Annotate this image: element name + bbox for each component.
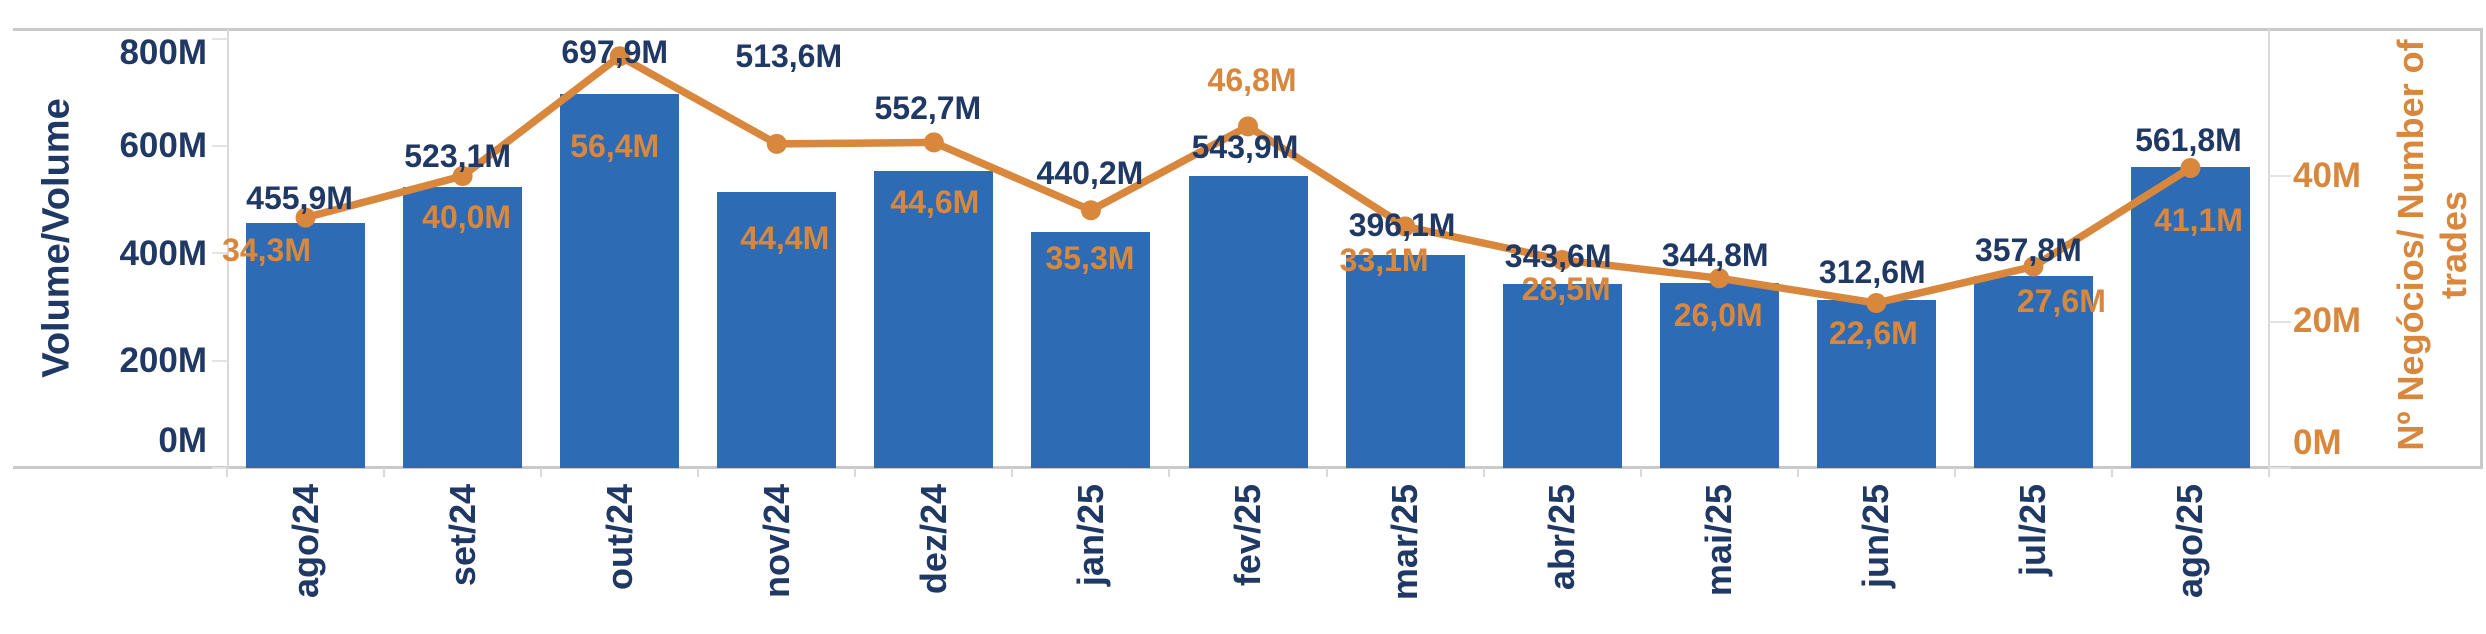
- trades-marker-nov/24: [766, 133, 787, 154]
- category-axis-tick: [1011, 468, 1014, 477]
- left-axis-tick: [212, 252, 227, 255]
- trades-data-label: 26,0M: [1673, 297, 1763, 333]
- left-axis-tick: [212, 37, 227, 40]
- volume-bar-fev/25: [1188, 176, 1308, 468]
- volume-data-label: 523,1M: [404, 138, 511, 174]
- trades-data-label: 46,8M: [1207, 62, 1297, 98]
- volume-bar-jul/25: [1973, 276, 2093, 468]
- trades-data-label: 44,4M: [740, 220, 830, 256]
- category-axis-tick: [2110, 468, 2113, 477]
- category-label-text: fev/25: [1227, 484, 1268, 587]
- category-label-text: abr/25: [1541, 484, 1583, 591]
- category-label-text: jun/25: [1855, 484, 1897, 589]
- category-axis-tick: [1168, 468, 1171, 477]
- trades-data-label: 44,6M: [890, 184, 980, 220]
- category-axis-tick: [854, 468, 857, 477]
- right-axis-title: Nº Negócios/ Number of trades: [2389, 39, 2475, 450]
- right-axis-tick-label: 20M: [2293, 301, 2362, 340]
- trades-data-label: 56,4M: [570, 128, 660, 164]
- category-label-out/24: out/24: [598, 484, 640, 634]
- category-label-text: mar/25: [1384, 484, 1426, 601]
- category-label-text: nov/24: [755, 484, 797, 599]
- volume-data-label: 440,2M: [1036, 155, 1144, 191]
- category-label-nov/24: nov/24: [755, 484, 797, 634]
- category-label-jan/25: jan/25: [1069, 484, 1111, 634]
- category-axis-tick: [2268, 468, 2270, 477]
- trades-data-label: 34,3M: [222, 232, 311, 268]
- plot-area-left-border: [227, 29, 229, 468]
- volume-data-label: 312,6M: [1818, 254, 1926, 290]
- volume-data-label: 343,6M: [1504, 238, 1612, 274]
- trades-data-label: 33,1M: [1339, 242, 1429, 278]
- volume-data-label: 357,8M: [1975, 232, 2082, 268]
- category-label-ago/25: ago/25: [2169, 484, 2211, 634]
- category-label-fev/25: fev/25: [1227, 484, 1268, 634]
- right-axis-tick: [2269, 175, 2291, 177]
- left-axis-tick: [212, 467, 227, 469]
- trades-data-label: 27,6M: [2016, 283, 2106, 319]
- category-label-set/24: set/24: [441, 484, 483, 634]
- category-label-text: ago/25: [2169, 484, 2211, 599]
- category-axis-tick: [697, 468, 700, 477]
- category-label-text: mai/25: [1698, 484, 1740, 597]
- left-axis-tick: [212, 145, 227, 148]
- left-axis-tick-label: 600M: [119, 126, 207, 165]
- volume-data-label: 552,7M: [874, 90, 982, 126]
- category-axis-tick: [1325, 468, 1328, 477]
- trades-data-label: 40,0M: [422, 199, 512, 235]
- volume-data-label: 697,9M: [561, 34, 669, 70]
- left-axis-tick: [212, 359, 227, 362]
- category-axis-tick: [226, 468, 228, 477]
- right-axis-tick-label: 40M: [2293, 156, 2362, 195]
- category-label-text: jan/25: [1069, 484, 1111, 587]
- chart-border-right: [2480, 28, 2483, 469]
- category-label-jun/25: jun/25: [1855, 484, 1897, 634]
- category-axis-tick: [540, 468, 543, 477]
- volume-data-label: 513,6M: [735, 38, 843, 74]
- left-axis-tick-label: 800M: [119, 33, 207, 72]
- category-label-mar/25: mar/25: [1384, 484, 1426, 634]
- volume-bar-mar/25: [1345, 255, 1465, 468]
- volume-data-label: 543,9M: [1191, 129, 1299, 165]
- trades-data-label: 22,6M: [1828, 315, 1918, 351]
- left-axis-tick-label: 400M: [119, 233, 207, 273]
- category-label-ago/24: ago/24: [284, 484, 326, 634]
- category-axis-tick: [1953, 468, 1956, 477]
- trades-data-label: 41,1M: [2153, 202, 2243, 238]
- right-axis-tick: [2269, 467, 2291, 469]
- category-label-mai/25: mai/25: [1698, 484, 1740, 634]
- category-axis-tick: [1482, 468, 1485, 477]
- category-axis-tick: [1639, 468, 1642, 477]
- category-label-text: set/24: [441, 484, 483, 587]
- chart-border-top: [13, 28, 2483, 31]
- volume-data-label: 344,8M: [1661, 237, 1769, 273]
- category-axis-tick: [1796, 468, 1799, 477]
- trades-marker-dez/24: [923, 132, 944, 153]
- volume-data-label: 561,8M: [2135, 122, 2242, 158]
- left-axis-tick-label: 200M: [119, 341, 207, 380]
- category-label-text: dez/24: [912, 484, 954, 595]
- volume-bar-jun/25: [1816, 300, 1936, 468]
- volume-data-label: 396,1M: [1348, 207, 1456, 243]
- left-axis-tick-label: 0M: [158, 421, 207, 460]
- category-label-text: out/24: [598, 484, 640, 591]
- right-axis-tick: [2269, 321, 2291, 323]
- trades-data-label: 28,5M: [1521, 271, 1611, 307]
- right-axis-title-line1: Nº Negócios/ Number of: [2390, 39, 2431, 451]
- category-label-abr/25: abr/25: [1541, 484, 1583, 634]
- category-label-dez/24: dez/24: [912, 484, 954, 634]
- right-axis-title-line2: trades: [2433, 190, 2474, 300]
- trades-marker-jan/25: [1080, 200, 1101, 221]
- right-axis-tick-label: 0M: [2293, 423, 2342, 462]
- category-label-jul/25: jul/25: [2012, 484, 2054, 634]
- volume-data-label: 455,9M: [246, 180, 353, 216]
- plot-area-right-border: [2268, 29, 2270, 468]
- volume-bar-abr/25: [1502, 283, 1622, 468]
- category-axis-tick: [383, 468, 386, 477]
- category-label-text: jul/25: [2012, 484, 2054, 577]
- trades-data-label: 35,3M: [1045, 240, 1135, 276]
- volume-bar-mai/25: [1659, 283, 1779, 468]
- category-label-text: ago/24: [284, 484, 326, 599]
